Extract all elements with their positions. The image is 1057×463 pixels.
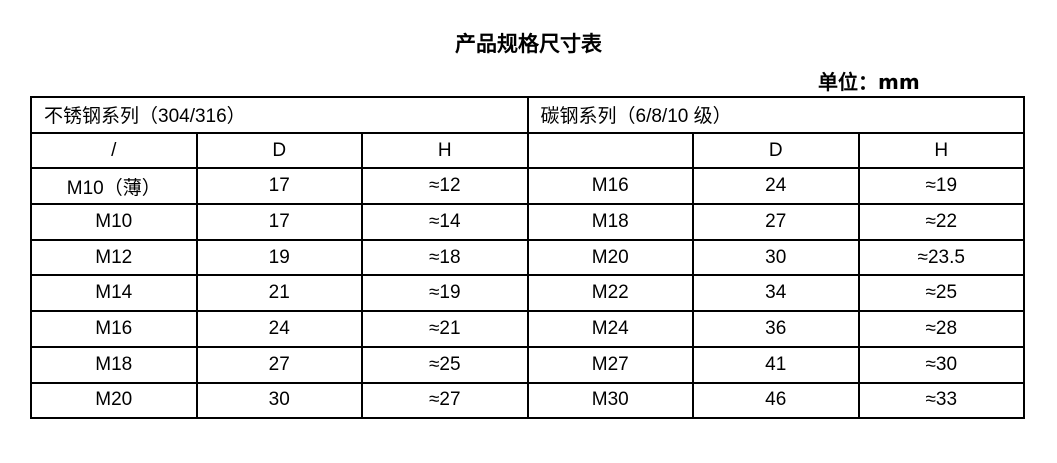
table-cell: ≈25 xyxy=(361,345,529,384)
group-header-row: 不锈钢系列（304/316） 碳钢系列（6/8/10 级） xyxy=(30,96,1025,134)
table-row: M10 17 ≈14 M18 27 ≈22 xyxy=(30,203,1025,241)
table-cell: M18 xyxy=(526,203,694,241)
table-cell: M12 xyxy=(30,238,198,277)
table-cell: M18 xyxy=(30,345,198,384)
unit-label: 单位：mm xyxy=(818,70,920,94)
table-cell: ≈22 xyxy=(857,203,1025,241)
table-row: M12 19 ≈18 M20 30 ≈23.5 xyxy=(30,238,1025,277)
table-cell: 30 xyxy=(692,238,860,277)
table-cell: ≈23.5 xyxy=(857,238,1025,277)
table-row: M14 21 ≈19 M22 34 ≈25 xyxy=(30,274,1025,313)
column-header: / xyxy=(30,131,198,170)
table-cell: ≈12 xyxy=(361,167,529,206)
table-cell: 27 xyxy=(195,345,363,384)
table-cell: ≈19 xyxy=(361,274,529,313)
table-cell: M22 xyxy=(526,274,694,313)
table-cell: 27 xyxy=(692,203,860,241)
table-cell: 36 xyxy=(692,310,860,348)
table-cell: 24 xyxy=(195,310,363,348)
table-cell: M24 xyxy=(526,310,694,348)
column-header: H xyxy=(361,131,529,170)
table-cell: M10 xyxy=(30,203,198,241)
table-cell: ≈25 xyxy=(857,274,1025,313)
column-header-row: / D H D H xyxy=(30,131,1025,170)
table-cell: 17 xyxy=(195,167,363,206)
carbon-group-header: 碳钢系列（6/8/10 级） xyxy=(526,96,1025,134)
table-cell: M16 xyxy=(30,310,198,348)
table-cell: 30 xyxy=(195,381,363,420)
column-header: H xyxy=(857,131,1025,170)
table-cell: M16 xyxy=(526,167,694,206)
table-row: M16 24 ≈21 M24 36 ≈28 xyxy=(30,310,1025,348)
table-cell: 34 xyxy=(692,274,860,313)
table-row: M20 30 ≈27 M30 46 ≈33 xyxy=(30,381,1025,420)
table-cell: M14 xyxy=(30,274,198,313)
table-cell: 41 xyxy=(692,345,860,384)
table-cell: 46 xyxy=(692,381,860,420)
table-cell: M10（薄） xyxy=(30,167,198,206)
table-cell: M30 xyxy=(526,381,694,420)
page-title: 产品规格尺寸表 xyxy=(455,32,602,56)
table-cell: M27 xyxy=(526,345,694,384)
table-cell: ≈19 xyxy=(857,167,1025,206)
table-cell: ≈14 xyxy=(361,203,529,241)
column-header: D xyxy=(195,131,363,170)
table-cell: 21 xyxy=(195,274,363,313)
spec-table: 不锈钢系列（304/316） 碳钢系列（6/8/10 级） / D H D H … xyxy=(30,96,1025,420)
table-cell: ≈30 xyxy=(857,345,1025,384)
table-row: M18 27 ≈25 M27 41 ≈30 xyxy=(30,345,1025,384)
table-cell: ≈18 xyxy=(361,238,529,277)
column-header: D xyxy=(692,131,860,170)
table-cell: 24 xyxy=(692,167,860,206)
table-row: M10（薄） 17 ≈12 M16 24 ≈19 xyxy=(30,167,1025,206)
table-cell: M20 xyxy=(526,238,694,277)
table-cell: ≈33 xyxy=(857,381,1025,420)
table-cell: ≈21 xyxy=(361,310,529,348)
table-cell: ≈28 xyxy=(857,310,1025,348)
stainless-group-header: 不锈钢系列（304/316） xyxy=(30,96,529,134)
column-header xyxy=(526,131,694,170)
table-cell: 17 xyxy=(195,203,363,241)
table-cell: M20 xyxy=(30,381,198,420)
table-cell: 19 xyxy=(195,238,363,277)
table-cell: ≈27 xyxy=(361,381,529,420)
